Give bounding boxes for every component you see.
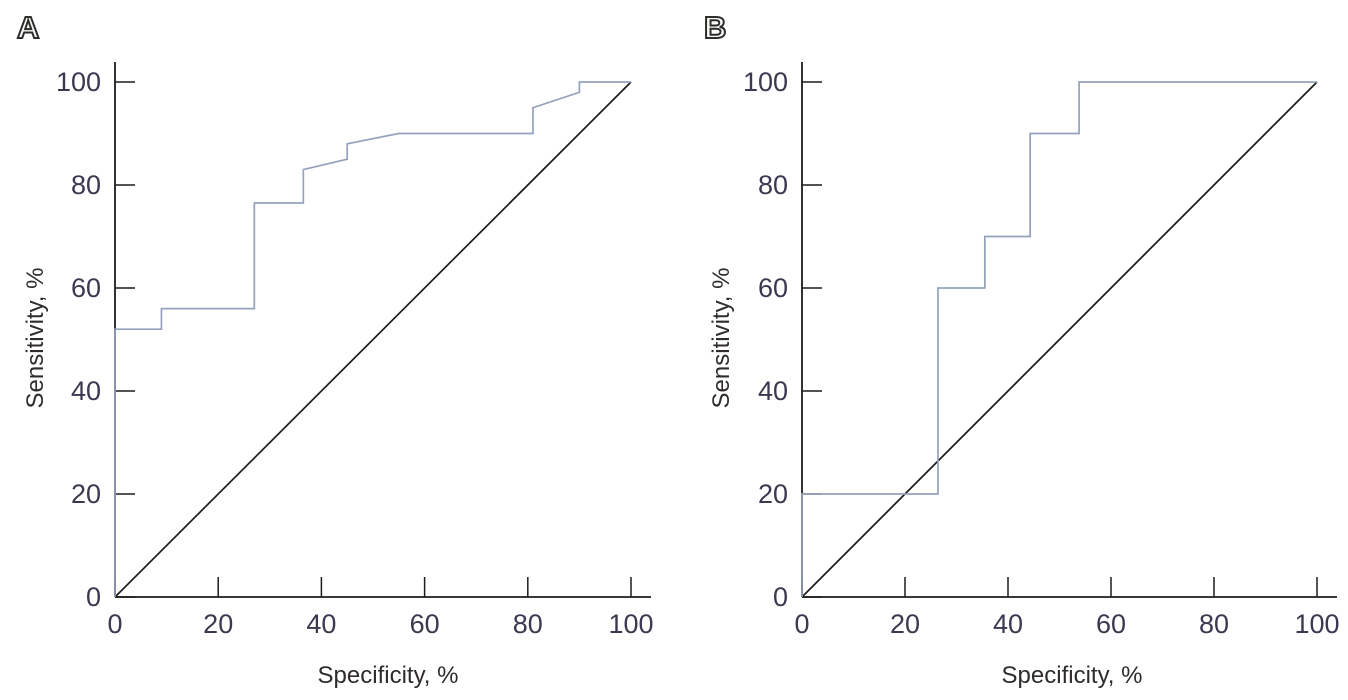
x-tick-label: 20 xyxy=(203,609,233,639)
y-tick-label: 100 xyxy=(743,67,788,97)
y-tick-label: 60 xyxy=(71,273,101,303)
x-tick-label: 100 xyxy=(608,609,653,639)
panel-label-A: A xyxy=(16,10,40,45)
y-tick-label: 100 xyxy=(56,67,101,97)
panel-B: B Sensitivity, % 0 20 40 60 80 100 0 20 40 60 80 10… xyxy=(674,0,1348,700)
x-tick-label: 80 xyxy=(1199,609,1229,639)
x-axis-title-B: Specificity, % xyxy=(1001,662,1143,689)
x-tick-label: 40 xyxy=(993,609,1023,639)
x-axis-title-A: Specificity, % xyxy=(317,662,459,689)
x-tick-label: 0 xyxy=(107,609,122,639)
y-tick-label: 80 xyxy=(758,170,788,200)
roc-curve-line xyxy=(801,81,1317,597)
x-tick-label: 100 xyxy=(1294,609,1339,639)
y-tick-label: 40 xyxy=(758,376,788,406)
roc-plot-A: 0 20 40 60 80 100 0 20 40 60 80 100 xyxy=(56,62,654,639)
y-tick-label: 40 xyxy=(71,376,101,406)
x-tick-label: 0 xyxy=(794,609,809,639)
y-tick-label: 20 xyxy=(758,479,788,509)
roc-curve-line xyxy=(114,81,631,597)
y-tick-label: 80 xyxy=(71,170,101,200)
y-tick-label: 0 xyxy=(86,582,101,612)
x-tick-label: 40 xyxy=(306,609,336,639)
panel-A: A Sensitivity, % 0 20 40 60 80 100 0 20 40 60 80 10… xyxy=(16,10,654,689)
x-tick-label: 80 xyxy=(513,609,543,639)
y-tick-label: 0 xyxy=(773,582,788,612)
roc-plot-B: 0 20 40 60 80 100 0 20 40 60 80 100 xyxy=(743,62,1340,639)
reference-diagonal-line xyxy=(114,81,632,598)
y-tick-label: 60 xyxy=(758,273,788,303)
y-tick-label: 20 xyxy=(71,479,101,509)
reference-diagonal-line xyxy=(801,81,1318,598)
x-tick-label: 60 xyxy=(1096,609,1126,639)
x-tick-label: 20 xyxy=(890,609,920,639)
x-tick-label: 60 xyxy=(410,609,440,639)
panel-label-B: B xyxy=(703,10,727,45)
